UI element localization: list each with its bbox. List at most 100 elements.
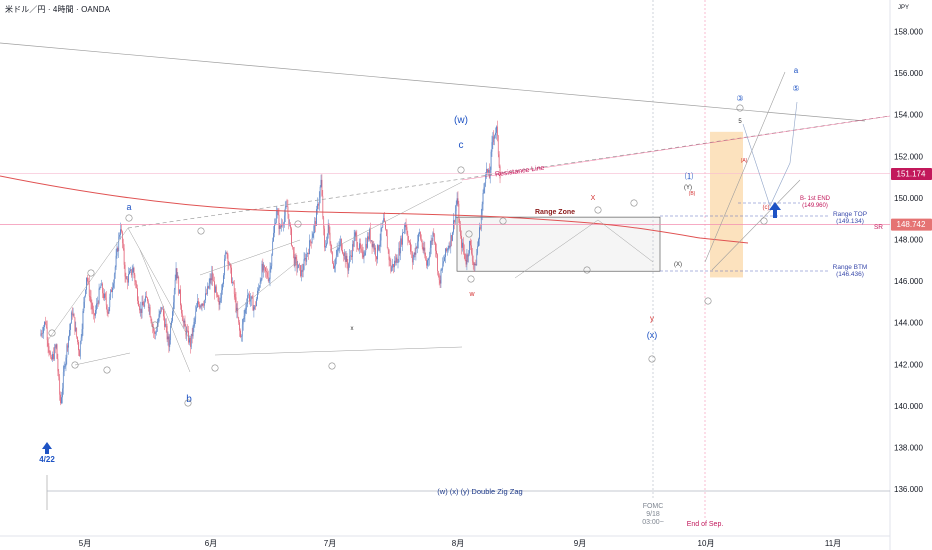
candle-body [313, 225, 315, 234]
candle-body [463, 250, 465, 254]
candle-body [213, 280, 214, 282]
candle-body [119, 234, 121, 237]
candle-body [404, 223, 406, 228]
candle-body [363, 255, 365, 258]
candle-body [402, 232, 403, 245]
wave-label-A: (A) [741, 158, 748, 164]
candle-body [148, 307, 150, 308]
candle-body [261, 263, 263, 280]
candle-body [292, 245, 293, 248]
chart-title: 米ドル／円 · 4時間 · OANDA [5, 5, 111, 14]
candle-body [192, 326, 194, 337]
candle-body [64, 366, 66, 367]
wave-marker [736, 104, 744, 112]
candle-body [258, 288, 259, 291]
wave-marker [151, 321, 159, 329]
candle-body [439, 280, 441, 284]
y-tick-label: 142.000 [894, 360, 923, 369]
candle-body [55, 344, 57, 348]
candle-body [336, 249, 338, 256]
x-tick-label: 10月 [698, 539, 715, 548]
candle-body [278, 214, 280, 229]
candle-body [457, 198, 459, 204]
candle-body [360, 248, 362, 250]
candle-body [234, 293, 236, 298]
wave-marker [760, 217, 768, 225]
candle-body [362, 251, 364, 258]
candle-body [471, 245, 472, 254]
candle-body [274, 224, 275, 233]
candle-body [355, 232, 357, 236]
candle-body [178, 276, 180, 294]
candle-body [272, 241, 274, 255]
candle-body [158, 314, 160, 322]
candle-body [420, 238, 422, 242]
candle-body [426, 259, 427, 266]
candle-body [483, 187, 485, 194]
candle-body [60, 394, 61, 404]
candle-body [56, 344, 58, 359]
candle-body [176, 268, 178, 279]
candle-body [376, 256, 377, 260]
candle-body [155, 332, 156, 334]
candle-body [58, 371, 60, 378]
candle-body [65, 357, 67, 367]
wave-labels: a b c (w) (x) y a ⑤ ③ 5 (c) (Y) (X) (B) (A) ⑴ x Xw [48, 66, 800, 407]
candle-body [249, 294, 250, 302]
candle-body [437, 254, 438, 272]
candle-body [421, 241, 423, 247]
candle-body [286, 206, 288, 207]
wave-marker [294, 220, 302, 228]
candle-body [138, 305, 140, 311]
candle-body [159, 311, 161, 315]
candle-body [47, 340, 49, 347]
correction-lower [139, 249, 191, 373]
candle-body [420, 232, 421, 239]
candle-body [330, 243, 332, 252]
candle-body [353, 236, 355, 247]
candle-body [117, 248, 119, 251]
candle-body [476, 253, 478, 266]
candle-body [369, 229, 371, 241]
candle-body [190, 338, 191, 347]
candle-body [318, 197, 320, 206]
candle-body [166, 325, 168, 340]
candle-body [394, 260, 395, 268]
candle-body [260, 279, 262, 282]
range-top-value: (149.134) [836, 218, 864, 225]
candle-body [393, 264, 394, 268]
candle-body [138, 300, 139, 306]
candle-body [140, 308, 142, 313]
candle-body [482, 193, 484, 205]
candle-body [75, 327, 77, 332]
candle-body [217, 295, 219, 302]
candle-body [70, 312, 72, 324]
fomc-date: 9/18 [646, 511, 660, 518]
candle-body [280, 225, 282, 228]
candle-body [354, 232, 356, 237]
candle-body [182, 320, 184, 323]
candle-body [179, 289, 180, 294]
candle-body [298, 264, 300, 268]
candle-body [181, 313, 183, 321]
candle-body [407, 234, 409, 241]
candle-body [428, 256, 430, 259]
candle-body [152, 326, 154, 328]
candle-body [215, 286, 217, 293]
candle-body [130, 269, 132, 276]
candle-body [45, 324, 47, 328]
candle-body [495, 132, 496, 136]
candle-body [328, 223, 330, 233]
candle-body [339, 242, 341, 249]
candle-body [371, 240, 373, 247]
candle-body [443, 261, 444, 264]
candle-body [264, 265, 265, 268]
candle-body [258, 286, 260, 289]
candle-body [287, 206, 289, 214]
candle-body [224, 252, 226, 259]
candle-body [291, 228, 292, 246]
candle-body [277, 211, 279, 215]
candle-body [433, 232, 435, 235]
